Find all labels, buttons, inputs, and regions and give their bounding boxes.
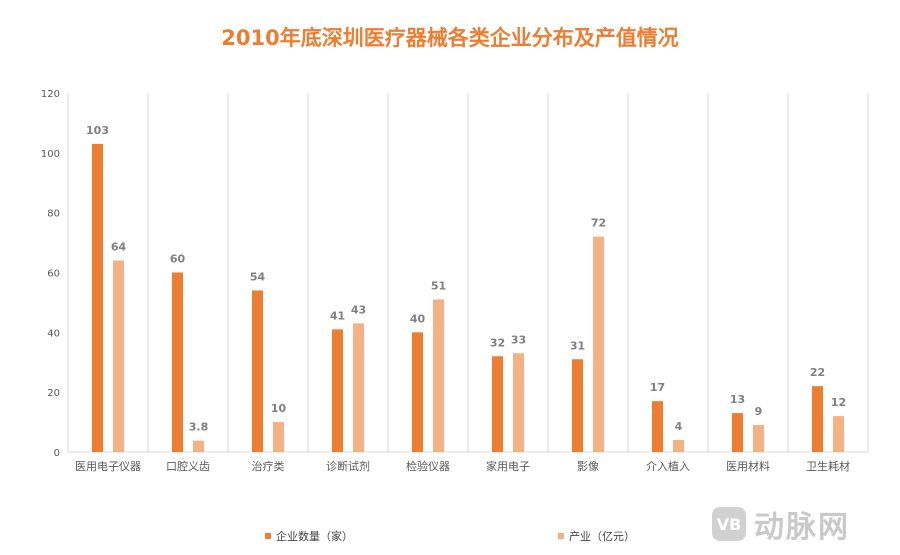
data-label-series-1: 41 <box>330 309 345 322</box>
data-label-series-1: 17 <box>650 381 665 394</box>
y-tick-label: 60 <box>47 269 60 280</box>
data-label-series-2: 9 <box>755 405 763 418</box>
bar-series-2 <box>113 260 124 452</box>
legend-item-series-1: 企业数量（家） <box>265 528 353 544</box>
bar-series-2 <box>273 422 284 452</box>
data-label-series-2: 64 <box>111 241 127 254</box>
bar-series-1 <box>332 329 343 452</box>
data-label-series-1: 103 <box>86 124 109 137</box>
y-tick-label: 120 <box>41 89 60 100</box>
bar-series-2 <box>433 299 444 452</box>
data-label-series-1: 31 <box>570 339 585 352</box>
data-label-series-1: 60 <box>170 253 186 266</box>
data-label-series-2: 10 <box>271 402 287 415</box>
bar-series-1 <box>92 143 103 452</box>
bar-series-1 <box>652 401 663 452</box>
x-tick-label: 卫生耗材 <box>806 459 850 473</box>
data-label-series-2: 72 <box>591 217 606 230</box>
y-tick-label: 40 <box>47 328 60 339</box>
legend-item-series-2: 产业（亿元） <box>558 528 635 544</box>
x-tick-label: 口腔义齿 <box>166 459 210 473</box>
y-tick-label: 20 <box>47 388 60 399</box>
bar-series-1 <box>172 272 183 452</box>
y-tick-label: 100 <box>41 149 60 160</box>
bar-series-2 <box>353 323 364 452</box>
watermark-text: 动脉网 <box>754 510 850 545</box>
data-label-series-1: 22 <box>810 366 825 379</box>
bar-series-2 <box>593 236 604 452</box>
data-label-series-1: 54 <box>250 270 266 283</box>
bar-series-1 <box>732 413 743 452</box>
legend-label-series-1: 企业数量（家） <box>276 530 353 543</box>
x-tick-label: 影像 <box>577 460 599 473</box>
y-tick-label: 80 <box>47 209 60 220</box>
bar-series-1 <box>412 332 423 452</box>
x-tick-label: 介入植入 <box>646 459 690 473</box>
bar-series-1 <box>492 356 503 452</box>
bar-series-1 <box>572 359 583 452</box>
data-label-series-1: 13 <box>730 393 745 406</box>
bar-series-1 <box>252 290 263 452</box>
x-tick-label: 诊断试剂 <box>326 459 370 473</box>
data-label-series-2: 43 <box>351 303 366 316</box>
data-label-series-2: 12 <box>831 396 846 409</box>
x-tick-label: 检验仪器 <box>406 459 450 473</box>
legend-swatch-series-2 <box>558 533 564 539</box>
bar-series-1 <box>812 386 823 452</box>
data-label-series-2: 33 <box>511 333 526 346</box>
x-tick-label: 家用电子 <box>486 459 530 473</box>
legend-label-series-2: 产业（亿元） <box>569 530 635 543</box>
data-label-series-1: 40 <box>410 312 426 325</box>
data-label-series-2: 51 <box>431 279 446 292</box>
data-label-series-2: 4 <box>675 420 683 433</box>
chart-title: 2010年底深圳医疗器械各类企业分布及产值情况 <box>221 26 679 50</box>
watermark-logo: VB 动脉网 <box>712 502 850 546</box>
x-tick-label: 治疗类 <box>252 459 285 473</box>
x-tick-label: 医用电子仪器 <box>75 460 141 473</box>
y-tick-label: 0 <box>54 448 60 459</box>
legend-swatch-series-1 <box>265 533 271 539</box>
data-label-series-1: 32 <box>490 336 505 349</box>
bar-series-2 <box>753 425 764 452</box>
x-tick-label: 医用材料 <box>726 459 770 473</box>
bar-series-2 <box>833 416 844 452</box>
bar-series-2 <box>513 353 524 452</box>
data-label-series-2: 3.8 <box>189 421 209 434</box>
bar-series-2 <box>193 440 204 452</box>
watermark-logo-mark: VB <box>712 507 746 541</box>
bar-series-2 <box>673 440 684 452</box>
